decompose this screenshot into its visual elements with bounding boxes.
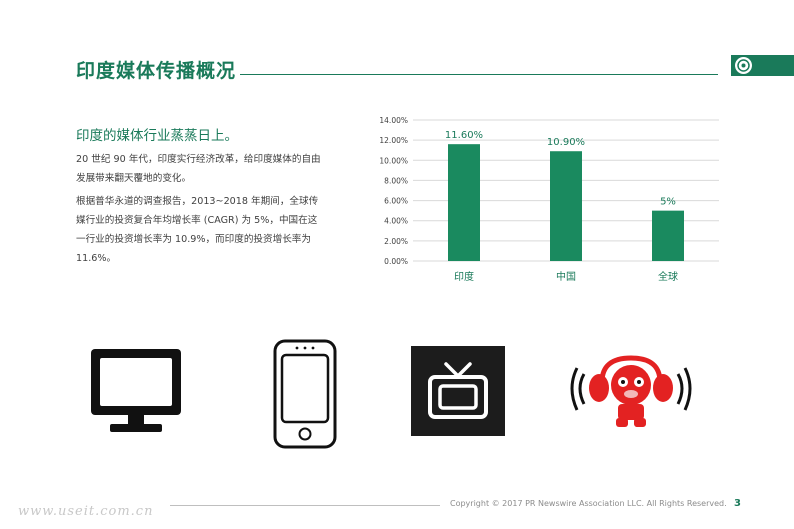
smartphone-icon bbox=[272, 338, 338, 454]
y-tick-label: 6.00% bbox=[384, 197, 408, 206]
page-title: 印度媒体传播概况 bbox=[76, 60, 237, 82]
x-tick-label: 全球 bbox=[658, 270, 678, 283]
data-label: 10.90% bbox=[547, 137, 585, 148]
y-tick-label: 8.00% bbox=[384, 176, 408, 185]
y-tick-label: 14.00% bbox=[379, 116, 408, 125]
data-label: 11.60% bbox=[445, 130, 483, 141]
tv-icon bbox=[411, 346, 505, 440]
copyright-text: Copyright © 2017 PR Newswire Association… bbox=[450, 499, 727, 508]
bar-chart: 0.00% 2.00% 4.00% 6.00% 8.00% 10.00% 12.00% 14.… bbox=[379, 116, 719, 283]
x-tick-label: 中国 bbox=[556, 270, 576, 283]
radio-headphones-icon bbox=[568, 352, 694, 436]
title-divider bbox=[240, 74, 718, 75]
body-paragraph-1: 20 世纪 90 年代，印度实行经济改革，给印度媒体的自由发展带来翻天覆地的变化… bbox=[76, 154, 321, 184]
footer-divider bbox=[170, 505, 440, 506]
watermark: www.useit.com.cn bbox=[18, 504, 154, 519]
emblem-icon bbox=[735, 57, 752, 74]
data-label: 5% bbox=[660, 197, 676, 208]
section-subheading: 印度的媒体行业蒸蒸日上。 bbox=[76, 128, 238, 144]
y-tick-label: 2.00% bbox=[384, 237, 408, 246]
monitor-icon bbox=[86, 346, 186, 440]
page-number: 3 bbox=[734, 498, 741, 509]
y-tick-label: 10.00% bbox=[379, 156, 408, 165]
y-tick-label: 4.00% bbox=[384, 217, 408, 226]
bar-2 bbox=[550, 151, 582, 261]
bar-1 bbox=[448, 144, 480, 261]
y-tick-label: 12.00% bbox=[379, 136, 408, 145]
y-tick-label: 0.00% bbox=[384, 257, 408, 266]
x-tick-label: 印度 bbox=[454, 270, 474, 283]
body-paragraph-2: 根据普华永道的调查报告，2013~2018 年期间，全球传媒行业的投资复合年均增… bbox=[76, 196, 319, 264]
bar-3 bbox=[652, 210, 684, 261]
